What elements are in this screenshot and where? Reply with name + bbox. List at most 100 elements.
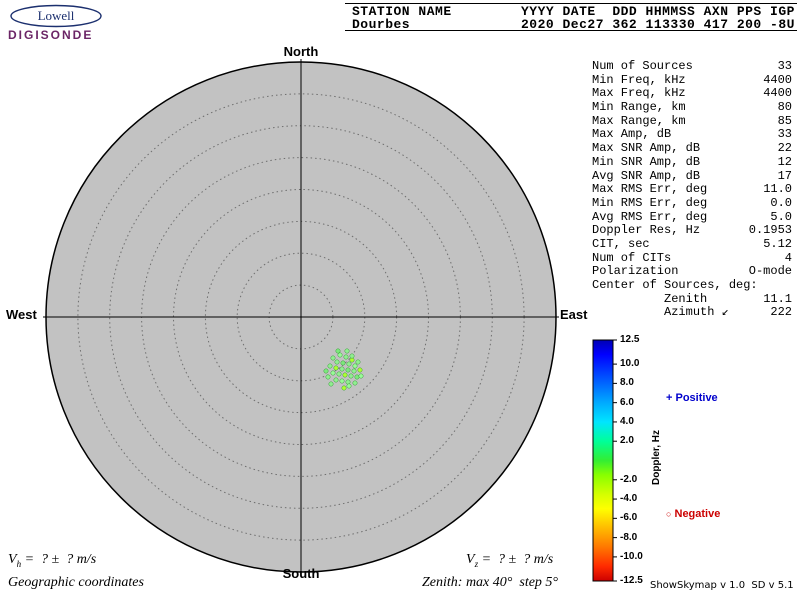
source-dot bbox=[346, 361, 352, 367]
stat-row: Num of Sources 33 bbox=[592, 59, 792, 74]
source-dot bbox=[346, 383, 352, 389]
colorbar-tick-label: -10.0 bbox=[620, 550, 643, 562]
stat-value: 5.12 bbox=[763, 236, 792, 251]
stat-value: 11.0 bbox=[763, 182, 792, 197]
stat-label: Center of Sources, deg: bbox=[592, 278, 758, 292]
stat-row: Min SNR Amp, dB 12 bbox=[592, 155, 792, 170]
stat-label: Max RMS Err, deg bbox=[592, 182, 708, 197]
plus-icon: + bbox=[666, 392, 673, 404]
stat-label: Num of CITs bbox=[592, 250, 672, 265]
version-label: ShowSkymap v 1.0 SD v 5.1 bbox=[650, 580, 794, 591]
stat-label: Min RMS Err, deg bbox=[592, 195, 708, 210]
stat-row: Avg RMS Err, deg 5.0 bbox=[592, 209, 792, 225]
vz-value: = ? ± ? m/s bbox=[478, 552, 554, 567]
source-dot bbox=[345, 367, 351, 373]
logo-swoosh-ellipse bbox=[10, 4, 102, 28]
circle-icon: ○ bbox=[666, 509, 672, 519]
positive-legend: + Positive bbox=[666, 392, 718, 404]
stat-row: Max RMS Err, deg 11.0 bbox=[592, 182, 792, 197]
stat-value: 4400 bbox=[763, 86, 792, 101]
vh-readout: Vh = ? ± ? m/s bbox=[8, 552, 96, 569]
stat-label: Min Freq, kHz bbox=[592, 72, 686, 87]
stat-row: Zenith 11.1 bbox=[592, 291, 792, 307]
stat-value: 0.1953 bbox=[748, 223, 792, 238]
stat-row: CIT, sec 5.12 bbox=[592, 236, 792, 252]
colorbar-tick-label: -4.0 bbox=[620, 493, 638, 505]
stat-value: 33 bbox=[777, 59, 792, 73]
negative-legend: ○ Negative bbox=[666, 508, 720, 520]
stat-label: Polarization bbox=[592, 264, 679, 279]
stat-label: Max Range, km bbox=[592, 113, 686, 128]
stat-label: CIT, sec bbox=[592, 236, 650, 251]
source-dot bbox=[325, 374, 331, 380]
source-dot bbox=[327, 363, 333, 369]
vz-readout: Vz = ? ± ? m/s bbox=[466, 552, 553, 569]
colorbar-tick-label: 6.0 bbox=[620, 396, 634, 408]
source-dot bbox=[330, 355, 336, 361]
header-station-value: Dourbes bbox=[352, 17, 411, 32]
source-dot bbox=[333, 365, 339, 371]
source-dot bbox=[339, 366, 345, 372]
stat-value: 85 bbox=[777, 113, 792, 128]
stat-value: 0.0 bbox=[770, 195, 792, 210]
source-dot bbox=[336, 371, 342, 377]
stat-label: Avg RMS Err, deg bbox=[592, 209, 708, 224]
source-dot bbox=[342, 372, 348, 378]
vh-symbol: V bbox=[8, 552, 17, 567]
source-dot bbox=[330, 370, 336, 376]
source-dot bbox=[345, 379, 351, 385]
source-dot bbox=[348, 373, 354, 379]
stat-value: 222 bbox=[770, 305, 792, 320]
stat-label: Doppler Res, Hz bbox=[592, 223, 701, 238]
source-dots bbox=[323, 348, 364, 391]
stat-value: 22 bbox=[777, 141, 792, 156]
stat-row: Polarization O-mode bbox=[592, 265, 792, 279]
stat-value: 80 bbox=[777, 100, 792, 115]
source-dot bbox=[335, 348, 341, 354]
source-dot bbox=[354, 374, 360, 380]
stat-row: Max Amp, dB 33 bbox=[592, 128, 792, 142]
source-dot bbox=[349, 357, 355, 363]
stat-label: Max Amp, dB bbox=[592, 127, 672, 142]
stat-label: Zenith bbox=[592, 291, 708, 306]
source-dot bbox=[334, 359, 340, 365]
stat-row: Min Freq, kHz 4400 bbox=[592, 72, 792, 88]
vz-subscript: z bbox=[474, 558, 479, 569]
stat-row: Max SNR Amp, dB 22 bbox=[592, 141, 792, 156]
stat-row: Min RMS Err, deg 0.0 bbox=[592, 195, 792, 211]
stat-value: 33 bbox=[777, 127, 792, 142]
colorbar-tick-label: 10.0 bbox=[620, 358, 640, 370]
colorbar-tick-label: 4.0 bbox=[620, 415, 634, 427]
source-dot bbox=[339, 378, 345, 384]
logo-lowell-block: Lowell bbox=[8, 4, 104, 28]
stat-label: Max Freq, kHz bbox=[592, 86, 686, 101]
source-dot bbox=[337, 352, 343, 358]
source-dot bbox=[352, 363, 358, 369]
stat-label: Max SNR Amp, dB bbox=[592, 141, 701, 156]
colorbar-tick-label: -2.0 bbox=[620, 473, 638, 485]
source-dot bbox=[340, 360, 346, 366]
source-dot bbox=[357, 367, 363, 373]
compass-west-label: West bbox=[6, 307, 37, 322]
header-rule-bottom bbox=[345, 30, 797, 31]
negative-legend-label: Negative bbox=[671, 508, 721, 520]
stat-row: Avg SNR Amp, dB 17 bbox=[592, 168, 792, 184]
stat-row: Azimuth ↙ 222 bbox=[592, 306, 792, 320]
header-columns-value: 2020 Dec27 362 113330 417 200 -8U bbox=[521, 17, 795, 32]
colorbar-title: Doppler, Hz bbox=[651, 429, 663, 486]
stat-value: 5.0 bbox=[770, 209, 792, 224]
coordinates-mode-label: Geographic coordinates bbox=[8, 575, 144, 590]
vz-symbol: V bbox=[466, 552, 475, 567]
source-dot bbox=[343, 354, 349, 360]
source-dot bbox=[351, 368, 357, 374]
source-dot bbox=[344, 348, 350, 354]
colorbar-tick-label: -12.5 bbox=[620, 575, 643, 586]
vh-subscript: h bbox=[16, 558, 22, 569]
stat-label: Num of Sources bbox=[592, 59, 693, 73]
stat-value: 17 bbox=[777, 168, 792, 183]
source-dot bbox=[328, 381, 334, 387]
stat-row: Max Range, km 85 bbox=[592, 113, 792, 129]
stat-row: Min Range, km 80 bbox=[592, 100, 792, 115]
colorbar-tick-label: 2.0 bbox=[620, 435, 634, 447]
